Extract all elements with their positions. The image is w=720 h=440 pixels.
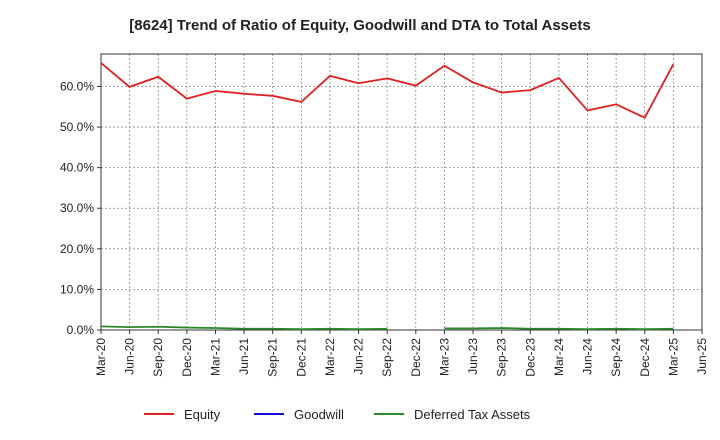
x-tick-label: Mar-21 (208, 338, 222, 376)
x-tick-label: Jun-21 (237, 338, 251, 375)
y-axis: 0.0% 10.0% 20.0% 30.0% 40.0% 50.0% 60.0% (60, 79, 101, 337)
x-tick-label: Jun-22 (352, 338, 366, 375)
x-tick-label: Dec-24 (638, 338, 652, 377)
x-tick-label: Dec-20 (180, 338, 194, 377)
legend-label: Deferred Tax Assets (414, 407, 531, 422)
series-line-0 (100, 62, 675, 119)
x-tick-label: Dec-21 (294, 338, 308, 377)
x-tick-label: Jun-25 (695, 338, 709, 375)
chart-title: [8624] Trend of Ratio of Equity, Goodwil… (129, 17, 590, 34)
legend-label: Goodwill (294, 407, 344, 422)
x-tick-label: Jun-23 (466, 338, 480, 375)
plot-area-frame (100, 53, 703, 331)
x-tick-label: Sep-20 (151, 338, 165, 377)
series-line-2 (444, 327, 674, 331)
grid (101, 54, 702, 330)
x-tick-label: Mar-24 (552, 338, 566, 376)
y-tick-label: 50.0% (60, 120, 94, 134)
series-lines (100, 62, 675, 331)
x-tick-label: Dec-22 (409, 338, 423, 377)
y-tick-label: 60.0% (60, 79, 94, 93)
y-tick-label: 20.0% (60, 242, 94, 256)
x-tick-label: Sep-22 (380, 338, 394, 377)
x-tick-label: Dec-23 (523, 338, 537, 377)
x-tick-label: Mar-23 (437, 338, 451, 376)
x-tick-label: Sep-23 (495, 338, 509, 377)
x-tick-label: Mar-22 (323, 338, 337, 376)
x-tick-label: Jun-20 (123, 338, 137, 375)
x-tick-label: Sep-24 (609, 338, 623, 377)
series-line-2 (100, 325, 388, 331)
legend-label: Equity (184, 407, 221, 422)
legend: Equity Goodwill Deferred Tax Assets (144, 407, 531, 422)
x-axis: Mar-20 Jun-20 Sep-20 Dec-20 Mar-21 Jun-21 Sep-… (94, 330, 709, 377)
y-tick-label: 10.0% (60, 282, 94, 296)
legend-item: Goodwill (254, 407, 344, 422)
x-tick-label: Sep-21 (266, 338, 280, 377)
y-tick-label: 30.0% (60, 201, 94, 215)
x-tick-label: Mar-25 (666, 338, 680, 376)
x-tick-label: Mar-20 (94, 338, 108, 376)
legend-item: Equity (144, 407, 221, 422)
legend-item: Deferred Tax Assets (374, 407, 531, 422)
y-tick-label: 40.0% (60, 161, 94, 175)
y-tick-label: 0.0% (67, 323, 95, 337)
x-tick-label: Jun-24 (581, 338, 595, 375)
